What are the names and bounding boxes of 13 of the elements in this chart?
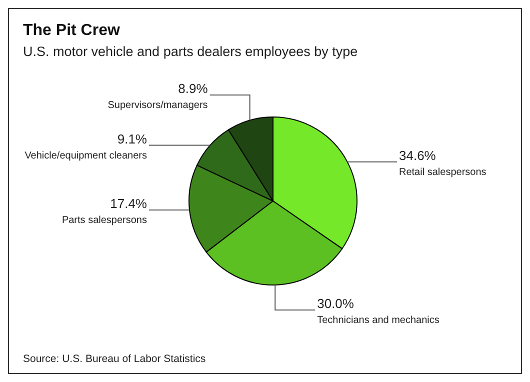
data-label: 17.4% — [110, 196, 148, 211]
source-note: Source: U.S. Bureau of Labor Statistics — [23, 353, 206, 365]
slice-label: Technicians and mechanics — [317, 315, 440, 326]
chart-title: The Pit Crew — [23, 22, 120, 39]
slice-label: Vehicle/equipment cleaners — [24, 150, 147, 162]
data-label: 34.6% — [399, 148, 436, 163]
chart-subtitle: U.S. motor vehicle and parts dealers employees by type — [23, 44, 358, 59]
data-label: 30.0% — [317, 296, 354, 311]
slice-label: Retail salespersons — [399, 166, 486, 178]
slice-label: Parts salespersons — [62, 214, 147, 226]
data-label: 9.1% — [117, 131, 148, 146]
data-label: 8.9% — [178, 81, 208, 96]
slice-label: Supervisors/managers — [108, 100, 208, 111]
